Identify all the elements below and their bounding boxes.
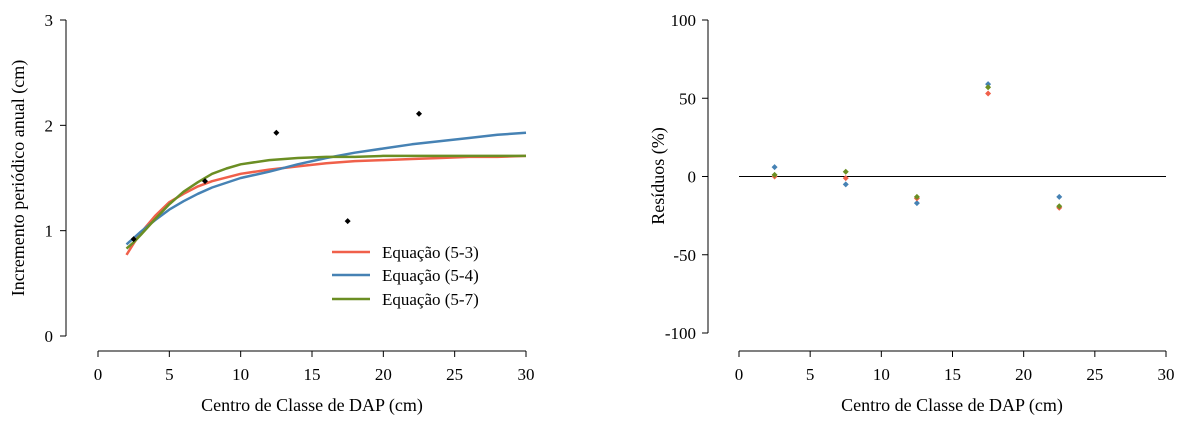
residual-point-series-1 bbox=[1056, 193, 1063, 200]
right-x-axis-label: Centro de Classe de DAP (cm) bbox=[841, 395, 1063, 416]
observed-point bbox=[416, 110, 422, 117]
left-x-axis-label: Centro de Classe de DAP (cm) bbox=[201, 395, 423, 416]
right-y-tick-label: 100 bbox=[671, 11, 697, 30]
right-y-tick-label: -100 bbox=[665, 324, 696, 343]
series-line-3 bbox=[125, 154, 526, 250]
residual-point-series-1 bbox=[771, 164, 778, 171]
left-observed-points bbox=[130, 110, 422, 243]
legend-label-1: Equação (5-3) bbox=[382, 243, 479, 262]
residual-point-series-1 bbox=[913, 200, 920, 207]
observed-point bbox=[202, 178, 208, 185]
residual-point-series-2 bbox=[985, 90, 992, 97]
series-line-1 bbox=[125, 154, 527, 256]
left-chart: 0 1 2 3 0 5 10 15 20 25 30 Centro de Classe de DA… bbox=[8, 11, 535, 416]
left-y-tick-label: 1 bbox=[45, 222, 54, 241]
observed-point bbox=[273, 129, 280, 136]
legend-label-3: Equação (5-7) bbox=[382, 290, 479, 309]
right-y-tick-label: -50 bbox=[673, 246, 696, 265]
right-y-axis-label: Resíduos (%) bbox=[648, 127, 669, 225]
left-x-tick-label: 30 bbox=[518, 365, 535, 384]
left-x-tick-label: 15 bbox=[304, 365, 321, 384]
residual-point-series-3 bbox=[1056, 203, 1063, 210]
right-y-ticks: -100 -50 0 50 100 bbox=[665, 11, 708, 343]
residual-point-series-1 bbox=[842, 181, 849, 188]
left-y-tick-label: 3 bbox=[45, 11, 54, 30]
right-residual-points bbox=[771, 81, 1063, 211]
right-x-tick-label: 15 bbox=[944, 365, 961, 384]
right-y-tick-label: 50 bbox=[679, 89, 696, 108]
left-x-tick-label: 25 bbox=[446, 365, 463, 384]
left-x-tick-label: 5 bbox=[165, 365, 174, 384]
left-y-tick-label: 2 bbox=[45, 116, 54, 135]
legend: Equação (5-3) Equação (5-4) Equação (5-7… bbox=[332, 243, 479, 309]
right-chart: -100 -50 0 50 100 0 5 10 15 20 25 30 Centro de Cla… bbox=[648, 11, 1175, 416]
legend-label-2: Equação (5-4) bbox=[382, 266, 479, 285]
residual-point-series-2 bbox=[842, 175, 849, 182]
right-x-ticks: 0 5 10 15 20 25 30 bbox=[735, 351, 1175, 384]
observed-point bbox=[130, 236, 137, 243]
left-x-tick-label: 20 bbox=[375, 365, 392, 384]
left-x-tick-label: 0 bbox=[94, 365, 103, 384]
residual-point-series-3 bbox=[985, 84, 992, 91]
left-y-axis-label: Incremento periódico anual (cm) bbox=[8, 60, 29, 296]
residual-point-series-1 bbox=[985, 81, 992, 88]
residual-point-series-3 bbox=[913, 193, 920, 200]
residual-point-series-3 bbox=[842, 168, 849, 175]
right-x-tick-label: 5 bbox=[806, 365, 815, 384]
right-x-tick-label: 0 bbox=[735, 365, 744, 384]
right-y-tick-label: 0 bbox=[688, 168, 697, 187]
right-x-tick-label: 20 bbox=[1015, 365, 1032, 384]
residual-point-series-3 bbox=[771, 171, 778, 178]
left-x-tick-label: 10 bbox=[232, 365, 249, 384]
right-x-tick-label: 25 bbox=[1086, 365, 1103, 384]
right-x-tick-label: 10 bbox=[873, 365, 890, 384]
left-series-lines bbox=[125, 131, 527, 256]
left-y-ticks: 0 1 2 3 bbox=[45, 11, 66, 346]
left-x-ticks: 0 5 10 15 20 25 30 bbox=[94, 351, 535, 384]
left-y-tick-label: 0 bbox=[45, 327, 54, 346]
observed-point bbox=[344, 218, 351, 225]
right-x-tick-label: 30 bbox=[1158, 365, 1175, 384]
